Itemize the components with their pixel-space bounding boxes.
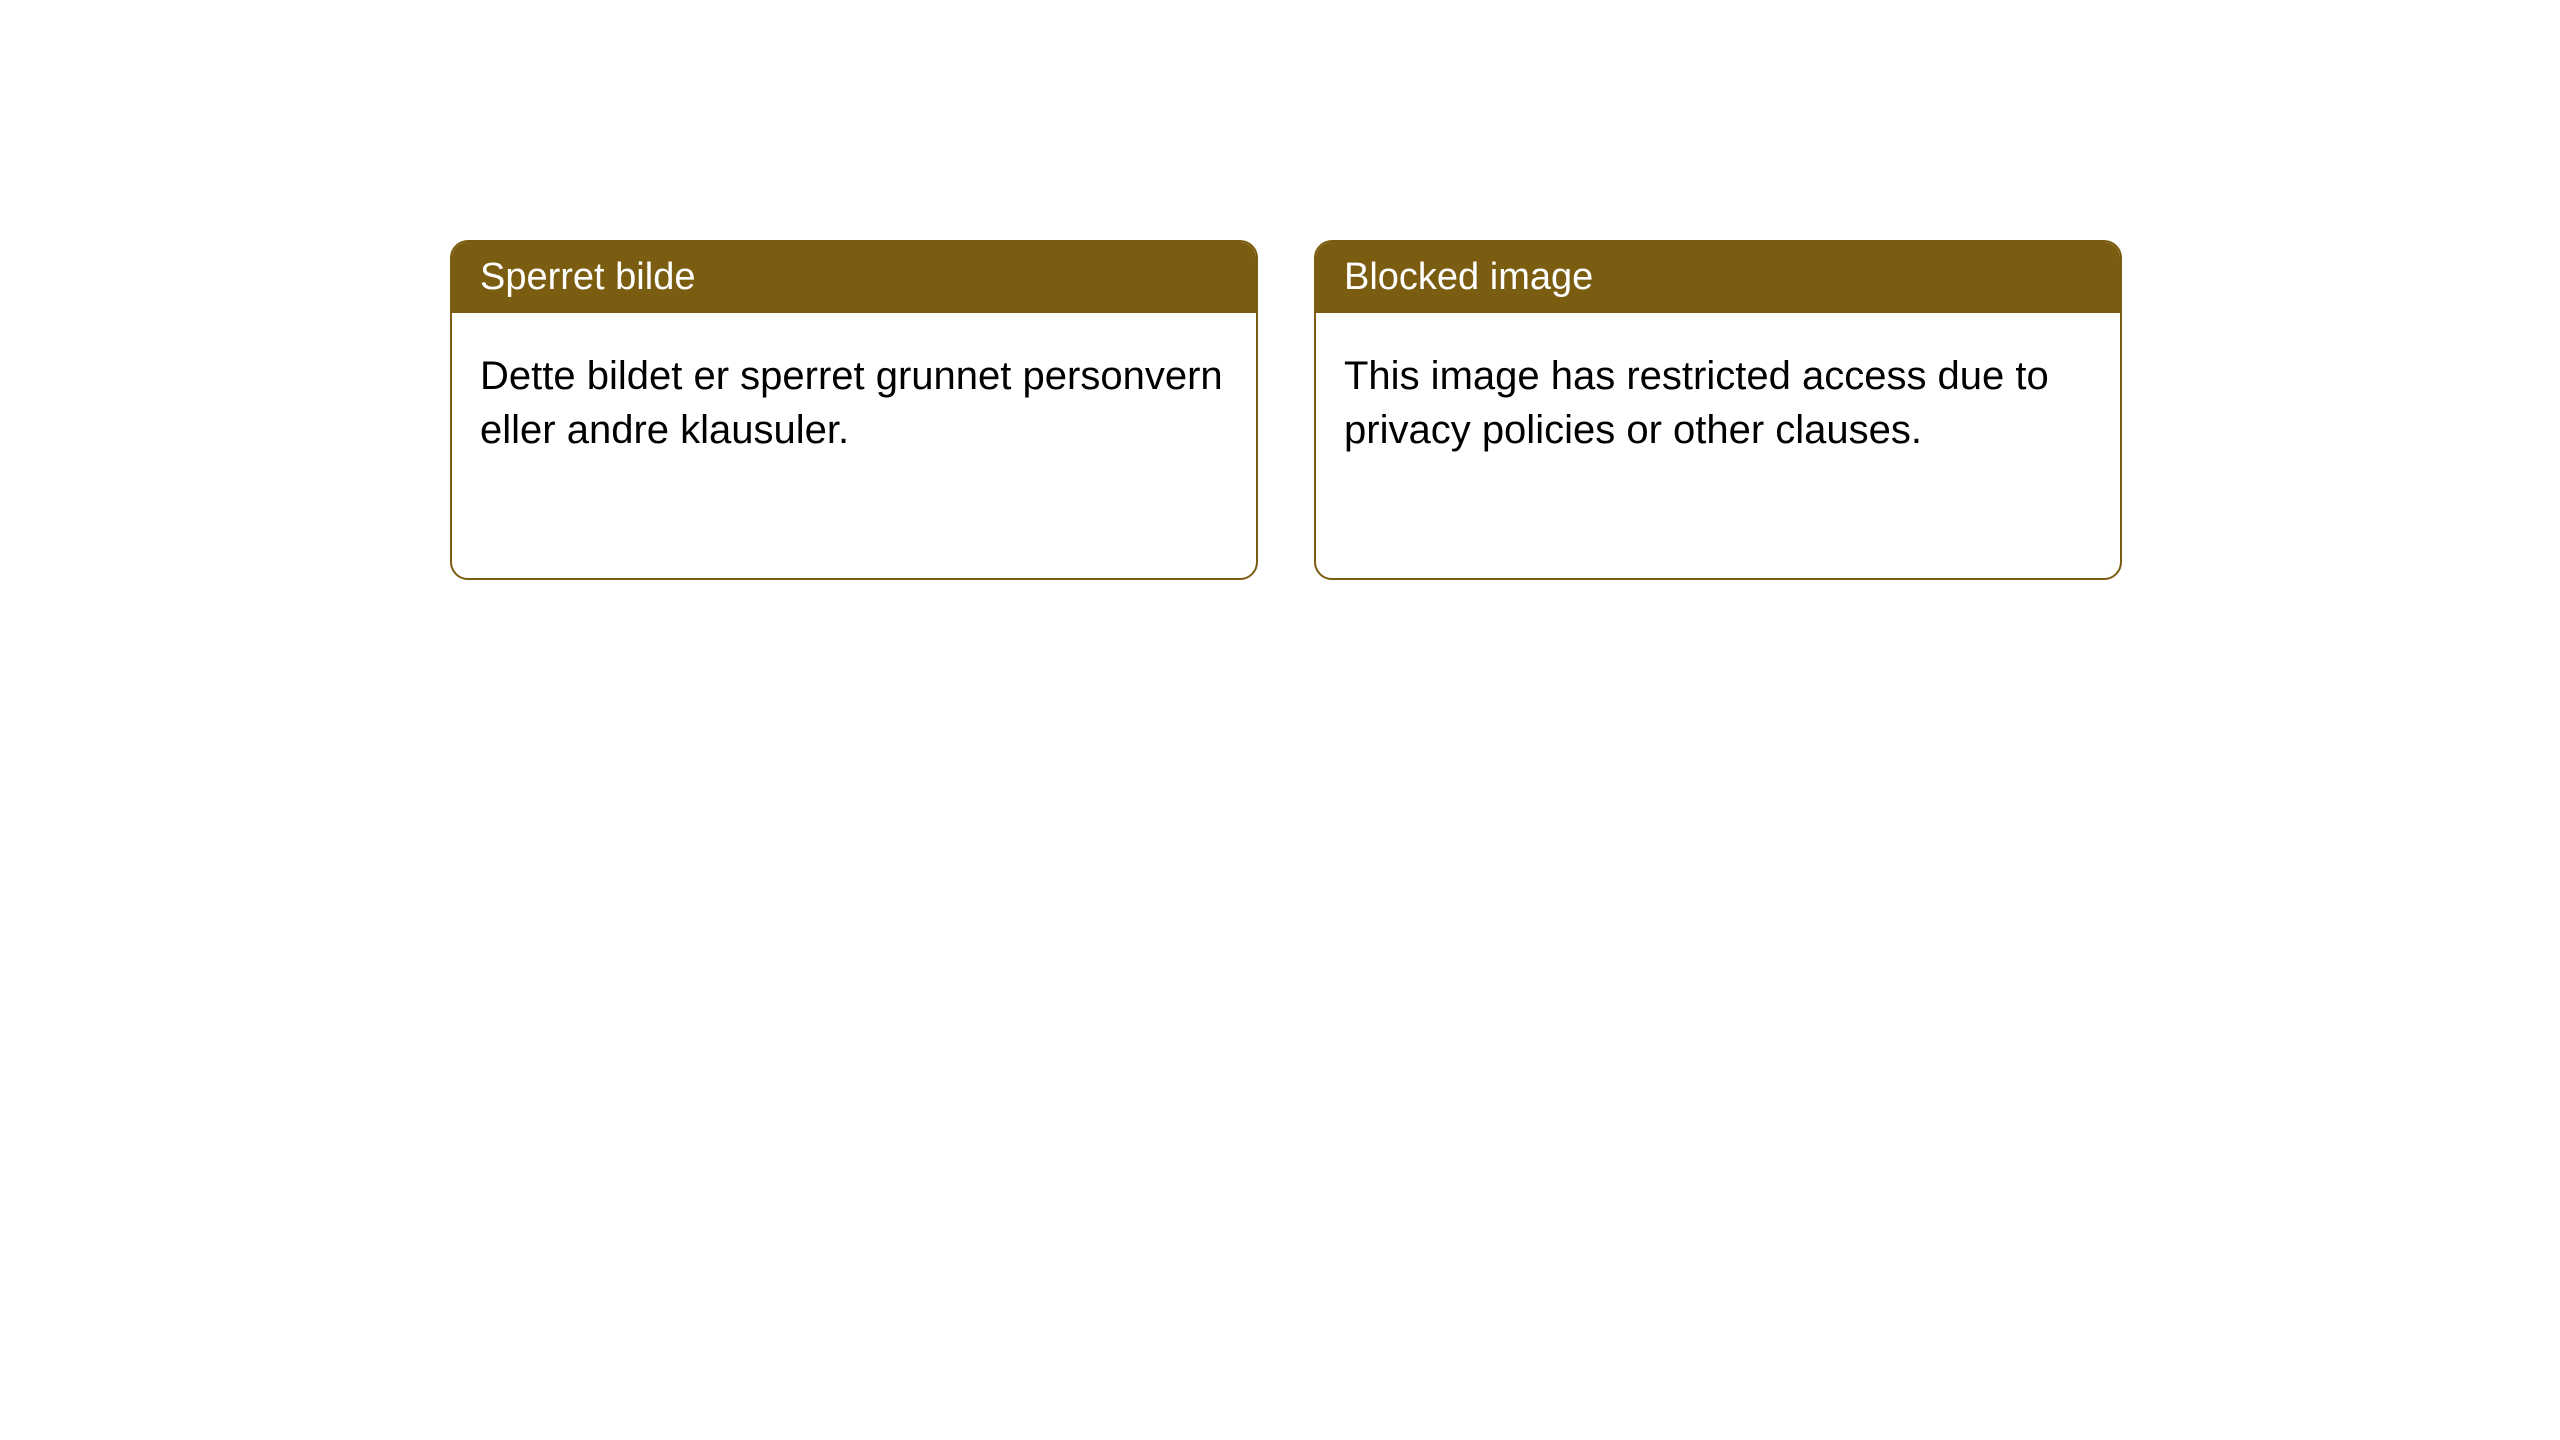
card-body-text: This image has restricted access due to … (1344, 354, 2049, 452)
card-title: Blocked image (1344, 256, 1593, 298)
card-body-text: Dette bildet er sperret grunnet personve… (480, 354, 1223, 452)
blocked-image-card-english: Blocked image This image has restricted … (1314, 240, 2122, 580)
card-body-english: This image has restricted access due to … (1316, 313, 2120, 493)
blocked-image-card-norwegian: Sperret bilde Dette bildet er sperret gr… (450, 240, 1258, 580)
blocked-image-cards: Sperret bilde Dette bildet er sperret gr… (450, 240, 2122, 580)
card-body-norwegian: Dette bildet er sperret grunnet personve… (452, 313, 1256, 493)
card-header-norwegian: Sperret bilde (452, 242, 1256, 313)
card-title: Sperret bilde (480, 256, 695, 298)
card-header-english: Blocked image (1316, 242, 2120, 313)
